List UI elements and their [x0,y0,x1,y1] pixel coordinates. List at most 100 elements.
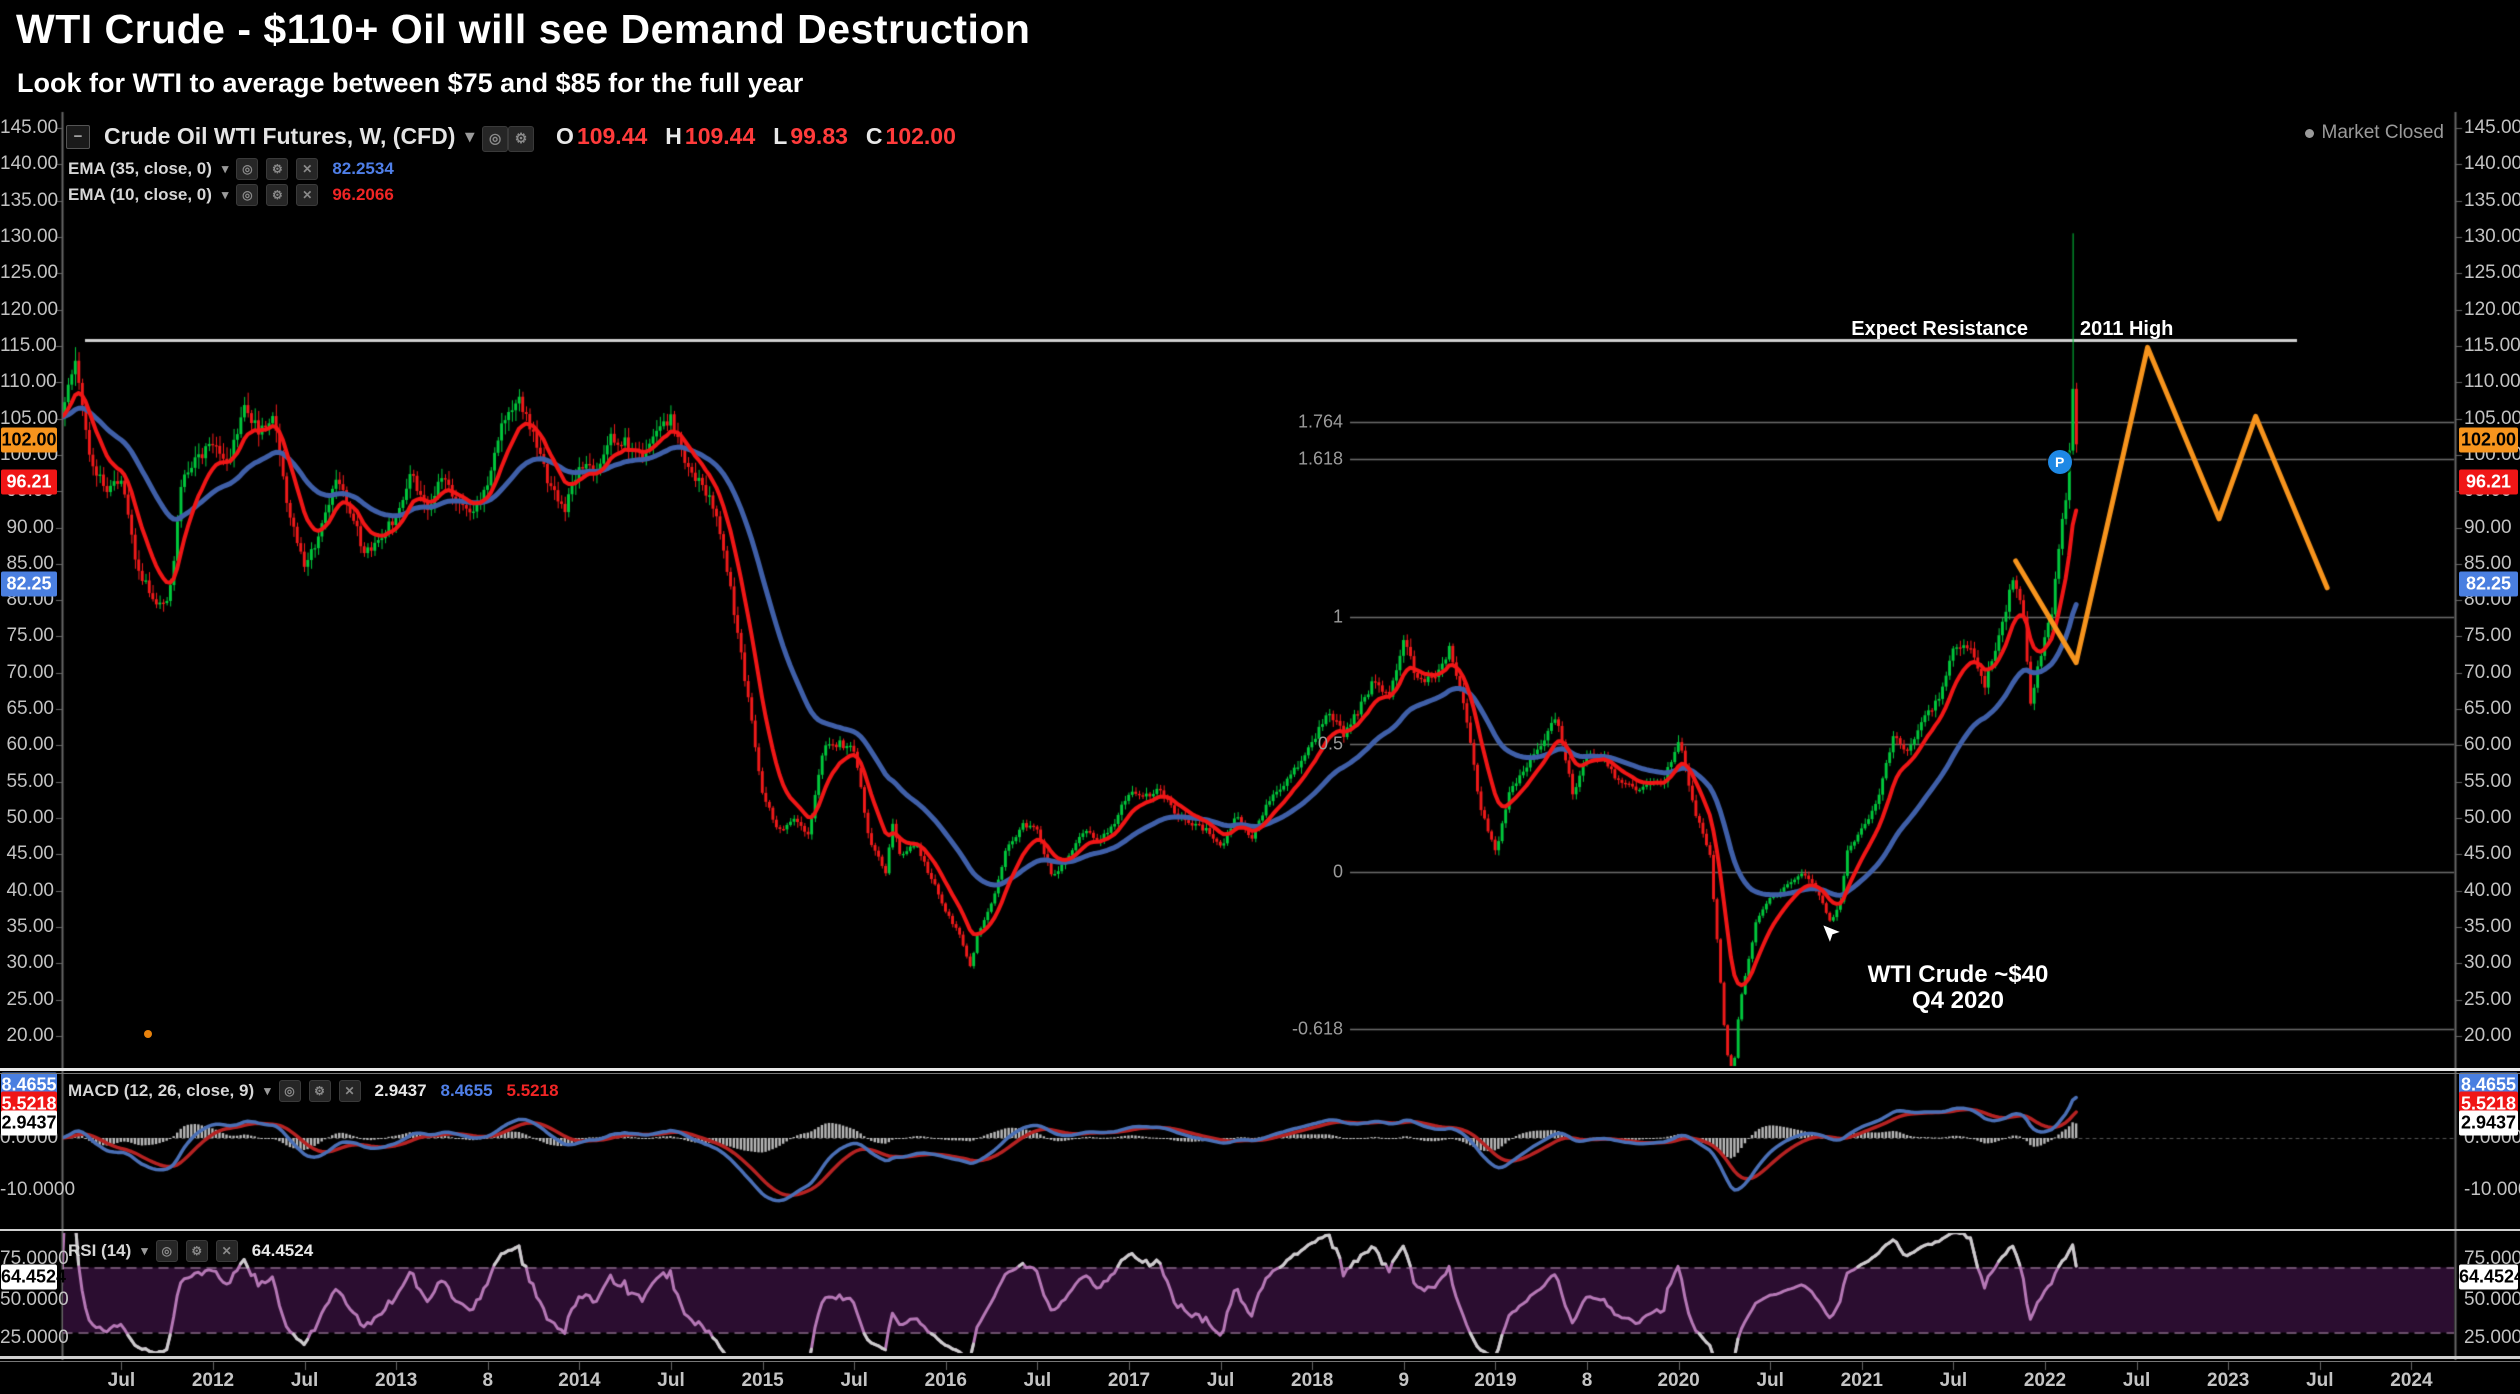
gear-icon[interactable]: ⚙ [266,158,289,180]
visibility-icon[interactable]: ◎ [236,158,259,180]
pane-tick-label: 75.0000 [0,1248,69,1269]
price-tick-label: 115.00 [0,334,57,356]
price-tick-label: 50.00 [6,807,54,829]
pane-divider[interactable] [0,1073,2520,1074]
axis-price-badge: 2.9437 [2459,1110,2518,1136]
pane-tick-label: -10.0000 [0,1179,76,1200]
fib-level-label: 1.764 [1297,411,1343,432]
time-tick-label: Jul [1206,1370,1235,1391]
collapse-legend-button[interactable]: − [66,124,90,149]
time-tick-label: Jul [657,1370,685,1391]
pane-divider[interactable] [0,1361,2520,1362]
close-icon[interactable]: ✕ [215,1240,238,1262]
ohlc-key: O [556,123,574,150]
price-tick-label: 25.00 [2464,988,2512,1010]
pane-tick-label: 25.0000 [0,1327,69,1348]
gear-icon[interactable]: ⚙ [508,125,535,152]
price-tick-label: 65.00 [2464,698,2512,720]
gear-icon[interactable]: ⚙ [185,1240,208,1262]
indicator-label[interactable]: EMA (10, close, 0) [68,185,212,204]
pane-tick-label: -10.0000 [2464,1179,2520,1200]
price-tick-label: 20.00 [2464,1025,2512,1046]
gear-icon[interactable]: ⚙ [266,184,289,206]
price-tick-label: 50.00 [2464,807,2512,829]
indicator-row-ema10: EMA (10, close, 0) ▾ ◎ ⚙ ✕ 96.2066 [68,184,394,206]
close-icon[interactable]: ✕ [296,158,319,180]
price-tick-label: 115.00 [2464,334,2520,356]
cursor-arrow-icon [1820,922,1845,947]
gear-icon[interactable]: ⚙ [308,1080,331,1102]
market-status: Market Closed [2304,122,2445,144]
pane-divider[interactable] [0,1229,2520,1231]
time-tick-label: Jul [290,1370,319,1391]
price-tick-label: 105.00 [2464,407,2520,429]
price-tick-label: 65.00 [6,698,54,720]
market-status-icon [2304,128,2314,138]
orange-dot [144,1030,152,1038]
time-tick-label: 2013 [375,1370,418,1391]
symbol-legend-icons: ◎ ⚙ [482,122,535,152]
price-tick-label: 130.00 [0,225,59,247]
price-tick-label: 75.00 [2464,625,2512,647]
price-tick-label: 45.00 [2464,843,2512,865]
ohlc-key: C [865,123,883,150]
publish-marker[interactable]: P [2047,450,2072,475]
price-tick-label: 135.00 [2464,189,2520,211]
2011-high-label[interactable]: 2011 High [2080,318,2174,340]
price-tick-label: 35.00 [6,916,54,938]
chevron-down-icon[interactable]: ▾ [221,187,229,202]
chevron-down-icon[interactable]: ▾ [465,126,475,147]
axis-price-badge: 2.9437 [1,1110,57,1136]
pane-divider[interactable] [0,1068,2520,1071]
time-tick-label: Jul [1023,1370,1052,1391]
price-tick-label: 110.00 [0,371,57,393]
visibility-icon[interactable]: ◎ [278,1080,301,1102]
axis-price-badge: 82.25 [2459,571,2518,597]
chevron-down-icon[interactable]: ▾ [264,1083,271,1098]
expect-resistance-label[interactable]: Expect Resistance [1851,318,2028,340]
indicator-label[interactable]: MACD (12, 26, close, 9) [68,1081,255,1100]
fib-level-label: 1.618 [1297,448,1343,469]
time-tick-label: 2017 [1107,1370,1151,1391]
price-tick-label: 145.00 [2464,117,2520,138]
chevron-down-icon[interactable]: ▾ [141,1243,148,1258]
axis-price-badge: 102.00 [1,427,57,453]
close-icon[interactable]: ✕ [338,1080,361,1102]
ohlc-value: 99.83 [790,123,848,150]
ohlc-pair: O 109.44 [556,123,647,150]
price-tick-label: 30.00 [2464,952,2512,974]
price-tick-label: 140.00 [2464,153,2520,175]
price-tick-label: 20.00 [6,1025,54,1046]
visibility-icon[interactable]: ◎ [155,1240,178,1262]
ohlc-pair: L 99.83 [773,123,848,150]
axis-price-badge: 96.21 [2459,469,2518,495]
price-tick-label: 25.00 [6,988,54,1010]
price-tick-label: 110.00 [2464,371,2520,393]
price-tick-label: 135.00 [0,189,59,211]
time-tick-label: Jul [2306,1370,2334,1391]
indicator-row-rsi: RSI (14) ▾ ◎ ⚙ ✕ 64.4524 [68,1240,313,1262]
chevron-down-icon[interactable]: ▾ [221,161,229,176]
price-tick-label: 145.00 [0,117,59,138]
time-tick-label: Jul [1756,1370,1784,1391]
price-tick-label: 75.00 [6,625,54,647]
pane-tick-label: 25.0000 [2464,1327,2520,1348]
ohlc-key: H [665,123,682,150]
indicator-label[interactable]: RSI (14) [68,1241,132,1260]
fib-level-label: 1 [1332,606,1343,627]
indicator-label[interactable]: EMA (35, close, 0) [68,159,212,178]
indicator-value: 82.2534 [332,159,394,178]
market-status-label: Market Closed [2321,122,2445,143]
visibility-icon[interactable]: ◎ [482,125,509,152]
price-tick-label: 70.00 [2464,661,2512,683]
price-tick-label: 120.00 [2464,298,2520,320]
axis-price-badge: 102.00 [2459,427,2518,453]
close-icon[interactable]: ✕ [296,184,319,206]
price-tick-label: 35.00 [2464,916,2512,938]
q4-2020-annotation[interactable]: WTI Crude ~$40 Q4 2020 [1868,961,2049,1015]
symbol-title[interactable]: Crude Oil WTI Futures, W, (CFD) [104,123,456,150]
pane-divider[interactable] [0,1356,2520,1359]
visibility-icon[interactable]: ◎ [236,184,259,206]
